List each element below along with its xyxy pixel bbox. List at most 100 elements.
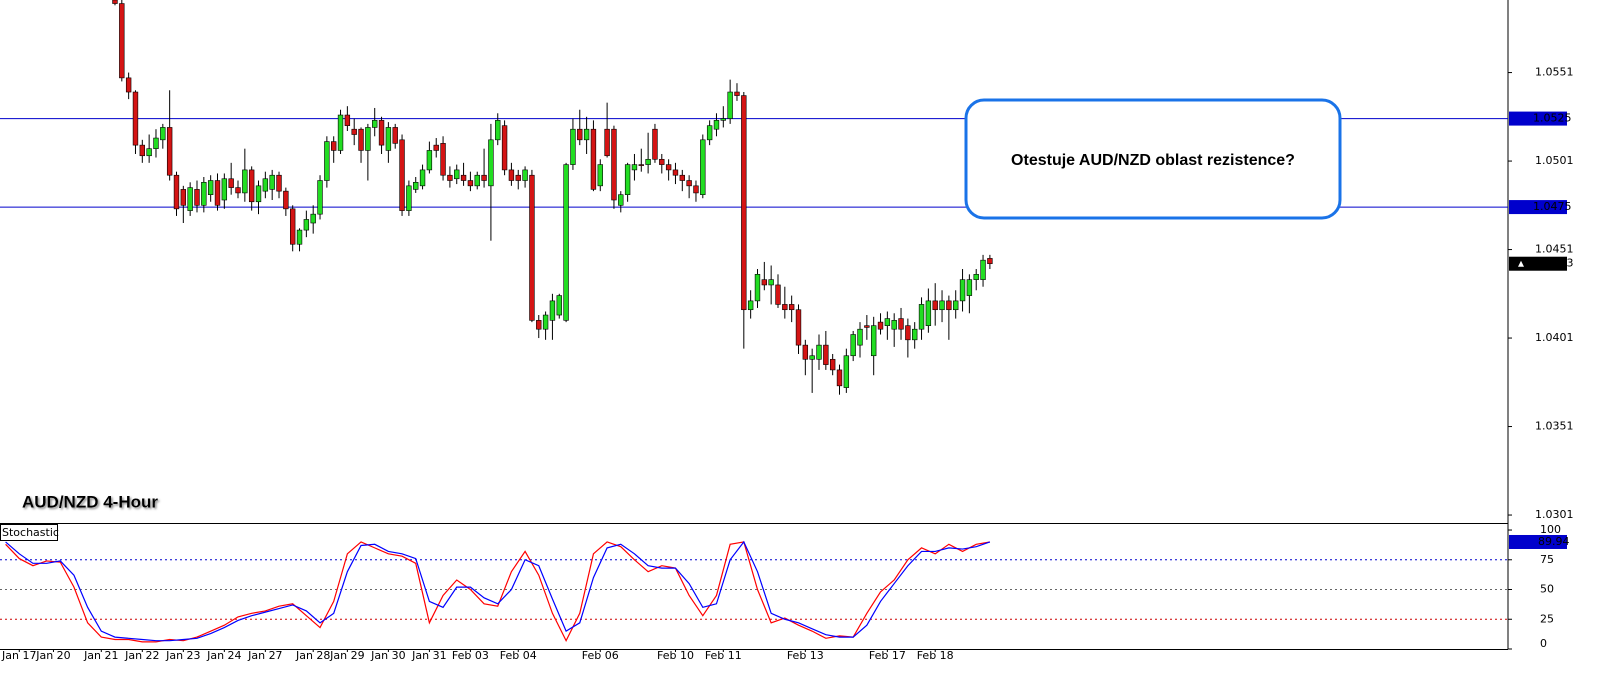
- candle-body: [877, 321, 884, 330]
- candle-body: [515, 174, 521, 181]
- candle-body: [173, 174, 180, 210]
- x-tick-label: Jan 23: [165, 649, 200, 662]
- level-label-box: [1509, 200, 1567, 215]
- candle-body: [946, 300, 952, 311]
- candle-body: [269, 174, 275, 190]
- candle-body: [775, 284, 781, 305]
- candle-body: [795, 309, 802, 346]
- last-price-box: [1509, 256, 1567, 271]
- y-tick-label: 1.0551: [1535, 66, 1574, 79]
- candle-body: [255, 185, 262, 203]
- candle-body: [324, 141, 330, 181]
- candle-body: [372, 120, 378, 128]
- candle-body: [501, 125, 508, 171]
- candle-body: [734, 91, 740, 96]
- candle-body: [351, 128, 357, 135]
- x-tick-label: Feb 11: [705, 649, 742, 662]
- candle-body: [221, 178, 228, 201]
- candle-body: [214, 180, 221, 206]
- candle-body: [139, 144, 146, 157]
- candle-body: [577, 128, 583, 141]
- x-tick-label: Jan 27: [247, 649, 282, 662]
- axes: 1.0551 1.0501 1.0451 1.0401 1.0351 1.0301 1.05…: [1, 66, 1573, 662]
- indicator-label: Stochastic: [2, 526, 59, 539]
- candle-body: [474, 174, 480, 187]
- candle-body: [973, 274, 979, 280]
- stochastic-line: [5, 540, 991, 642]
- candle-body: [242, 169, 248, 194]
- x-tick-label: Jan 30: [370, 649, 405, 662]
- candle-body: [166, 127, 173, 176]
- x-tick-label: Feb 06: [582, 649, 619, 662]
- x-tick-label: Jan 20: [35, 649, 70, 662]
- y-tick-label: 75: [1540, 553, 1554, 566]
- candle-body: [932, 300, 938, 311]
- chart-title: AUD/NZD 4-Hour: [22, 492, 158, 511]
- candle-body: [843, 355, 850, 388]
- candle-body: [495, 120, 501, 141]
- candle-body: [337, 114, 344, 151]
- candle-body: [488, 139, 494, 187]
- candle-body: [645, 158, 651, 165]
- candle-body: [460, 174, 467, 181]
- x-tick-label: Jan 21: [83, 649, 118, 662]
- level-label-box: [1509, 111, 1567, 126]
- x-tick-label: Jan 28: [295, 649, 330, 662]
- candle-body: [296, 229, 303, 245]
- stochastic-pane: [0, 540, 1508, 643]
- candle-body: [652, 128, 658, 160]
- level-label: 1.0525: [1533, 112, 1572, 125]
- candle-body: [283, 190, 289, 210]
- candle-body: [802, 344, 809, 360]
- candle-body: [310, 213, 316, 224]
- candle-body: [433, 144, 439, 151]
- y-tick-label: 1.0401: [1535, 331, 1574, 344]
- candle-body: [672, 169, 679, 176]
- candle-body: [529, 174, 535, 321]
- x-tick-label: Feb 17: [869, 649, 906, 662]
- candle-body: [331, 141, 337, 151]
- candle-body: [542, 314, 549, 330]
- candle-body: [624, 164, 631, 195]
- last-price-marker: [1518, 260, 1524, 267]
- candle-body: [447, 174, 453, 181]
- x-tick-label: Feb 10: [657, 649, 694, 662]
- candle-body: [303, 219, 310, 231]
- candle-body: [727, 91, 733, 119]
- x-tick-label: Jan 22: [124, 649, 159, 662]
- candle-body: [413, 181, 419, 190]
- candle-body: [761, 279, 768, 286]
- candle-body: [454, 169, 460, 180]
- candle-body: [194, 189, 200, 206]
- annotation-box: [964, 98, 1342, 220]
- candle-body: [713, 120, 720, 130]
- candle-body: [980, 259, 986, 280]
- candle-body: [399, 139, 405, 211]
- x-tick-label: Feb 04: [500, 649, 537, 662]
- candle-body: [925, 300, 932, 326]
- candle-body: [782, 304, 788, 311]
- candle-body: [262, 178, 269, 192]
- candle-body: [829, 358, 836, 371]
- candle-body: [823, 344, 829, 365]
- candle-body: [440, 143, 446, 176]
- candle-body: [125, 77, 132, 93]
- x-tick-label: Jan 29: [329, 649, 364, 662]
- candle-body: [392, 127, 398, 144]
- y-tick-label: 25: [1540, 612, 1554, 625]
- candle-body: [583, 128, 590, 141]
- candle-body: [570, 128, 576, 165]
- x-tick-label: Feb 13: [787, 649, 824, 662]
- candle-body: [898, 318, 904, 330]
- candle-body: [816, 344, 822, 360]
- candle-body: [741, 95, 747, 311]
- candle-body: [836, 369, 843, 387]
- candle-body: [611, 128, 617, 201]
- candle-body: [659, 158, 665, 165]
- y-tick-label: 0: [1540, 637, 1547, 650]
- candle-body: [679, 174, 685, 181]
- candle-body: [378, 120, 385, 146]
- candle-body: [912, 328, 918, 341]
